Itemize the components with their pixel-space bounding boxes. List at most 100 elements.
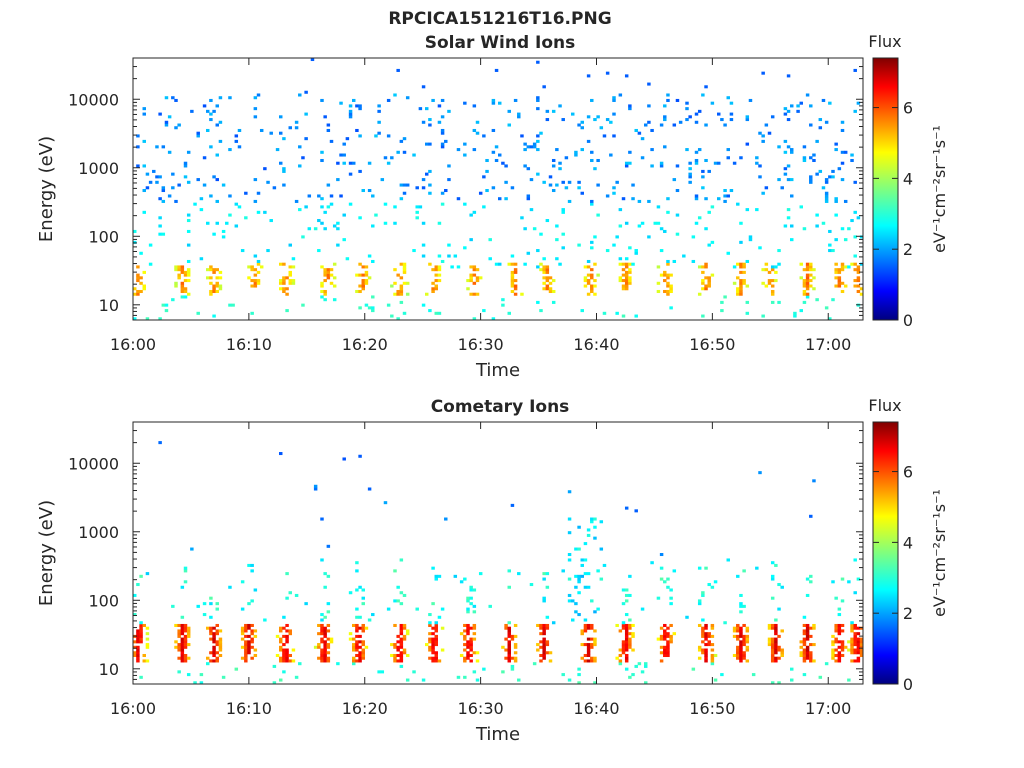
heatmap-cell [685, 118, 689, 122]
heatmap-cell [282, 648, 286, 652]
heatmap-cell [186, 213, 191, 217]
heatmap-cell [282, 169, 286, 173]
heatmap-cell [577, 186, 581, 190]
heatmap-cell [837, 284, 842, 288]
heatmap-cell [507, 123, 511, 127]
heatmap-cell [463, 629, 467, 633]
heatmap-cell [393, 643, 397, 647]
heatmap-cell [279, 645, 283, 649]
heatmap-cell [279, 452, 283, 456]
heatmap-cell [612, 134, 616, 138]
heatmap-cell [352, 637, 356, 641]
heatmap-cell [704, 648, 708, 652]
heatmap-cell [507, 640, 511, 644]
heatmap-cell [282, 137, 286, 141]
heatmap-cell [624, 637, 629, 641]
heatmap-cell [770, 561, 775, 565]
heatmap-cell [650, 128, 654, 132]
heatmap-cell [542, 648, 546, 652]
heatmap-cell [666, 643, 670, 647]
heatmap-cell [263, 167, 267, 171]
heatmap-cell [396, 292, 400, 296]
heatmap-cell [628, 574, 632, 578]
heatmap-cell [285, 572, 289, 576]
heatmap-cell [701, 651, 705, 655]
heatmap-cell [577, 591, 581, 595]
heatmap-cell [659, 161, 664, 165]
heatmap-cell [510, 276, 515, 280]
heatmap-cell [583, 585, 588, 589]
heatmap-cell [399, 626, 404, 630]
heatmap-cell [472, 588, 477, 592]
heatmap-cell [329, 139, 334, 143]
heatmap-cell [437, 120, 442, 124]
heatmap-cell [805, 577, 810, 581]
heatmap-cell [431, 98, 435, 102]
heatmap-cell [517, 112, 521, 116]
heatmap-cell [320, 648, 324, 652]
heatmap-cell [412, 670, 416, 674]
heatmap-cell [320, 197, 324, 201]
heatmap-cell [336, 227, 340, 231]
heatmap-cell [736, 623, 740, 627]
heatmap-cell [777, 262, 781, 266]
heatmap-cell [701, 629, 705, 633]
heatmap-cell [142, 164, 146, 168]
heatmap-cell [440, 131, 445, 135]
heatmap-cell [593, 525, 597, 529]
heatmap-cell [459, 653, 464, 658]
heatmap-cell [228, 96, 232, 100]
heatmap-cell [859, 653, 864, 658]
heatmap-cell [247, 648, 251, 652]
heatmap-cell [186, 259, 191, 263]
heatmap-cell [383, 202, 388, 206]
heatmap-cell [294, 199, 299, 203]
heatmap-cell [761, 268, 765, 272]
heatmap-cell [539, 653, 543, 658]
heatmap-cell [504, 180, 508, 184]
heatmap-cell [656, 221, 661, 225]
heatmap-cell [755, 566, 759, 570]
heatmap-cell [802, 292, 807, 296]
heatmap-cell [358, 585, 362, 589]
heatmap-cell [510, 667, 515, 671]
heatmap-cell [415, 607, 419, 611]
heatmap-cell [837, 640, 842, 644]
heatmap-cell [431, 287, 435, 291]
heatmap-cell [412, 153, 416, 157]
heatmap-cell [739, 156, 743, 160]
heatmap-cell [732, 653, 737, 658]
heatmap-cell [720, 309, 724, 313]
heatmap-cell [843, 238, 848, 242]
heatmap-cell [745, 142, 750, 146]
heatmap-cell [834, 268, 838, 272]
heatmap-cell [253, 273, 258, 277]
heatmap-cell [542, 653, 546, 658]
heatmap-cell [421, 221, 426, 225]
heatmap-cell [713, 580, 718, 584]
figure-title: RPCICA151216T16.PNG [388, 9, 611, 29]
heatmap-cell [250, 637, 254, 641]
heatmap-cell [545, 623, 550, 627]
heatmap-cell [593, 640, 597, 644]
heatmap-cell [583, 558, 588, 562]
heatmap-cell [256, 259, 261, 263]
heatmap-cell [323, 289, 327, 294]
heatmap-cell [158, 197, 162, 201]
heatmap-cell [843, 284, 848, 288]
heatmap-cell [583, 626, 588, 630]
heatmap-cell [472, 604, 477, 608]
heatmap-cell [770, 268, 775, 272]
heatmap-cell [669, 634, 673, 638]
heatmap-cell [447, 254, 451, 258]
heatmap-cell [536, 134, 540, 138]
heatmap-cell [183, 634, 188, 638]
heatmap-cell [602, 311, 607, 315]
heatmap-cell [704, 651, 708, 655]
heatmap-cell [548, 276, 553, 280]
heatmap-cell [209, 268, 213, 272]
heatmap-cell [701, 279, 705, 283]
heatmap-cell [472, 268, 477, 272]
colorbar-gradient [872, 421, 899, 685]
heatmap-cell [647, 199, 651, 203]
